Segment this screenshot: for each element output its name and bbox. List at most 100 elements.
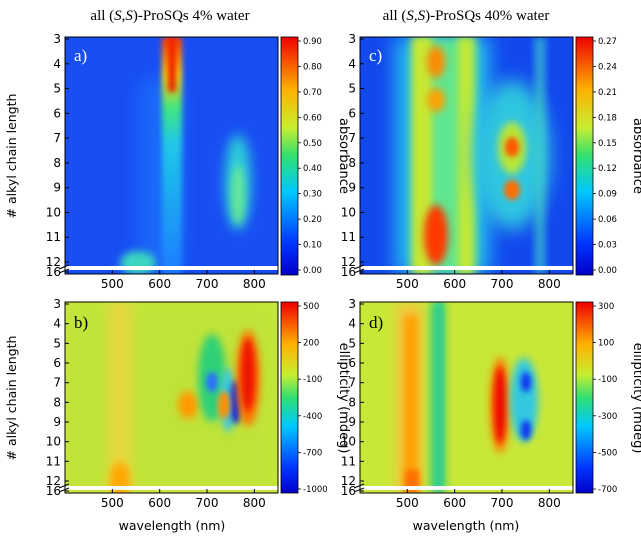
xlabel-right: wavelength (nm) bbox=[413, 518, 520, 533]
colorbar-tick-label: 0.03 bbox=[598, 241, 617, 251]
y-tick-label: 7 bbox=[53, 376, 61, 390]
x-tick-label: 700 bbox=[196, 277, 219, 291]
panel-a-label: a) bbox=[74, 46, 87, 65]
colorbar-tick-label: -500 bbox=[598, 448, 617, 458]
y-tick-label: 9 bbox=[53, 415, 61, 429]
y-tick-label: 6 bbox=[348, 106, 356, 120]
y-tick-label: 16 bbox=[341, 265, 356, 279]
colorbar-tick-label: 0.12 bbox=[598, 164, 617, 174]
colorbar-tick-label: -1000 bbox=[303, 485, 328, 495]
colorbar-tick-label: 300 bbox=[598, 302, 614, 312]
panel-b-heatmap bbox=[65, 302, 278, 493]
y-tick-label: 6 bbox=[348, 356, 356, 370]
y-tick-label: 9 bbox=[348, 181, 356, 195]
panel-d-label: d) bbox=[369, 313, 383, 332]
y-tick-label: 3 bbox=[53, 32, 61, 46]
y-tick-label: 4 bbox=[348, 317, 356, 331]
y-tick-label: 4 bbox=[53, 57, 61, 71]
axis-break-mark bbox=[353, 487, 365, 493]
y-tick-label: 3 bbox=[53, 297, 61, 311]
axis-break-mark bbox=[58, 483, 70, 489]
x-tick-label: 700 bbox=[491, 277, 514, 291]
colorbar-tick-label: 0.90 bbox=[303, 37, 322, 47]
y-tick-label: 8 bbox=[348, 395, 356, 409]
y-tick-label: 5 bbox=[53, 82, 61, 96]
y-tick-label: 7 bbox=[348, 131, 356, 145]
colorbar-tick-label: 0.24 bbox=[598, 62, 617, 72]
y-tick-label: 12 bbox=[341, 255, 356, 269]
colorbar-c-label: absorbance bbox=[630, 118, 641, 194]
y-tick-label: 12 bbox=[46, 474, 61, 488]
y-tick-label: 5 bbox=[348, 82, 356, 96]
colorbar-tick-label: 100 bbox=[598, 339, 614, 349]
x-tick-label: 600 bbox=[148, 277, 171, 291]
y-tick-label: 11 bbox=[46, 230, 61, 244]
colorbar-tick-label: 0.40 bbox=[303, 164, 322, 174]
y-tick-label: 16 bbox=[46, 484, 61, 498]
y-tick-label: 7 bbox=[348, 376, 356, 390]
x-tick-label: 500 bbox=[101, 277, 124, 291]
colorbar-tick-label: 0.00 bbox=[303, 266, 322, 276]
y-tick-label: 4 bbox=[348, 57, 356, 71]
colorbar-a-label: absorbance bbox=[336, 118, 351, 194]
colorbar-tick-label: 0.00 bbox=[598, 266, 617, 276]
colorbar-tick-label: 0.09 bbox=[598, 190, 617, 200]
colorbar-tick-label: 0.20 bbox=[303, 215, 322, 225]
colorbar-tick-label: -100 bbox=[598, 375, 617, 385]
y-tick-label: 16 bbox=[341, 484, 356, 498]
title-left: all (S,S)-ProSQs 4% water bbox=[90, 8, 249, 24]
colorbar-a bbox=[280, 36, 299, 276]
x-tick-label: 800 bbox=[538, 496, 561, 510]
x-tick-label: 500 bbox=[101, 496, 124, 510]
colorbar-d bbox=[575, 301, 594, 494]
xlabel-left: wavelength (nm) bbox=[119, 518, 226, 533]
colorbar-c bbox=[575, 36, 594, 276]
colorbar-tick-label: -400 bbox=[303, 412, 322, 422]
axis-break-mark bbox=[58, 487, 70, 493]
colorbar-tick-label: 0.50 bbox=[303, 139, 322, 149]
axis-break-mark bbox=[353, 483, 365, 489]
y-tick-label: 9 bbox=[53, 181, 61, 195]
y-tick-label: 10 bbox=[46, 205, 61, 219]
y-tick-label: 10 bbox=[46, 435, 61, 449]
x-tick-label: 800 bbox=[538, 277, 561, 291]
y-tick-label: 16 bbox=[46, 265, 61, 279]
axis-break-mark bbox=[58, 268, 70, 274]
x-tick-label: 800 bbox=[243, 496, 266, 510]
colorbar-tick-label: 500 bbox=[303, 302, 319, 312]
x-tick-label: 800 bbox=[243, 277, 266, 291]
y-tick-label: 5 bbox=[348, 336, 356, 350]
colorbar-tick-label: 0.18 bbox=[598, 113, 617, 123]
y-tick-label: 12 bbox=[341, 474, 356, 488]
axis-ticks: 500 600 700 8003456789101112160.900.800.700… bbox=[46, 32, 618, 510]
colorbar-tick-label: 0.10 bbox=[303, 241, 322, 251]
panel-a-heatmap bbox=[65, 37, 278, 274]
panel-c: c) bbox=[359, 36, 574, 275]
y-tick-label: 8 bbox=[53, 156, 61, 170]
axis-break-mark bbox=[353, 264, 365, 270]
y-tick-label: 8 bbox=[53, 395, 61, 409]
y-tick-label: 5 bbox=[53, 336, 61, 350]
panel-d-heatmap bbox=[360, 302, 573, 493]
y-tick-label: 4 bbox=[53, 317, 61, 331]
colorbar-tick-label: 0.80 bbox=[303, 62, 322, 72]
y-tick-label: 8 bbox=[348, 156, 356, 170]
x-tick-label: 600 bbox=[443, 277, 466, 291]
colorbar-tick-label: -100 bbox=[303, 375, 322, 385]
colorbar-tick-label: 0.70 bbox=[303, 88, 322, 98]
y-tick-label: 3 bbox=[348, 297, 356, 311]
colorbar-tick-label: -700 bbox=[598, 485, 617, 495]
axis-break-mark bbox=[353, 268, 365, 274]
colorbar-d-label: ellipticity (mdeg) bbox=[630, 343, 641, 454]
panel-a: a) bbox=[64, 36, 279, 275]
y-tick-label: 6 bbox=[53, 356, 61, 370]
x-tick-label: 700 bbox=[491, 496, 514, 510]
y-tick-label: 7 bbox=[53, 131, 61, 145]
axis-break-mark bbox=[58, 264, 70, 270]
colorbar-tick-label: 0.27 bbox=[598, 37, 617, 47]
panel-d: d) bbox=[359, 301, 574, 494]
y-tick-label: 9 bbox=[348, 415, 356, 429]
panel-c-label: c) bbox=[369, 46, 382, 65]
panel-b: b) bbox=[64, 301, 279, 494]
